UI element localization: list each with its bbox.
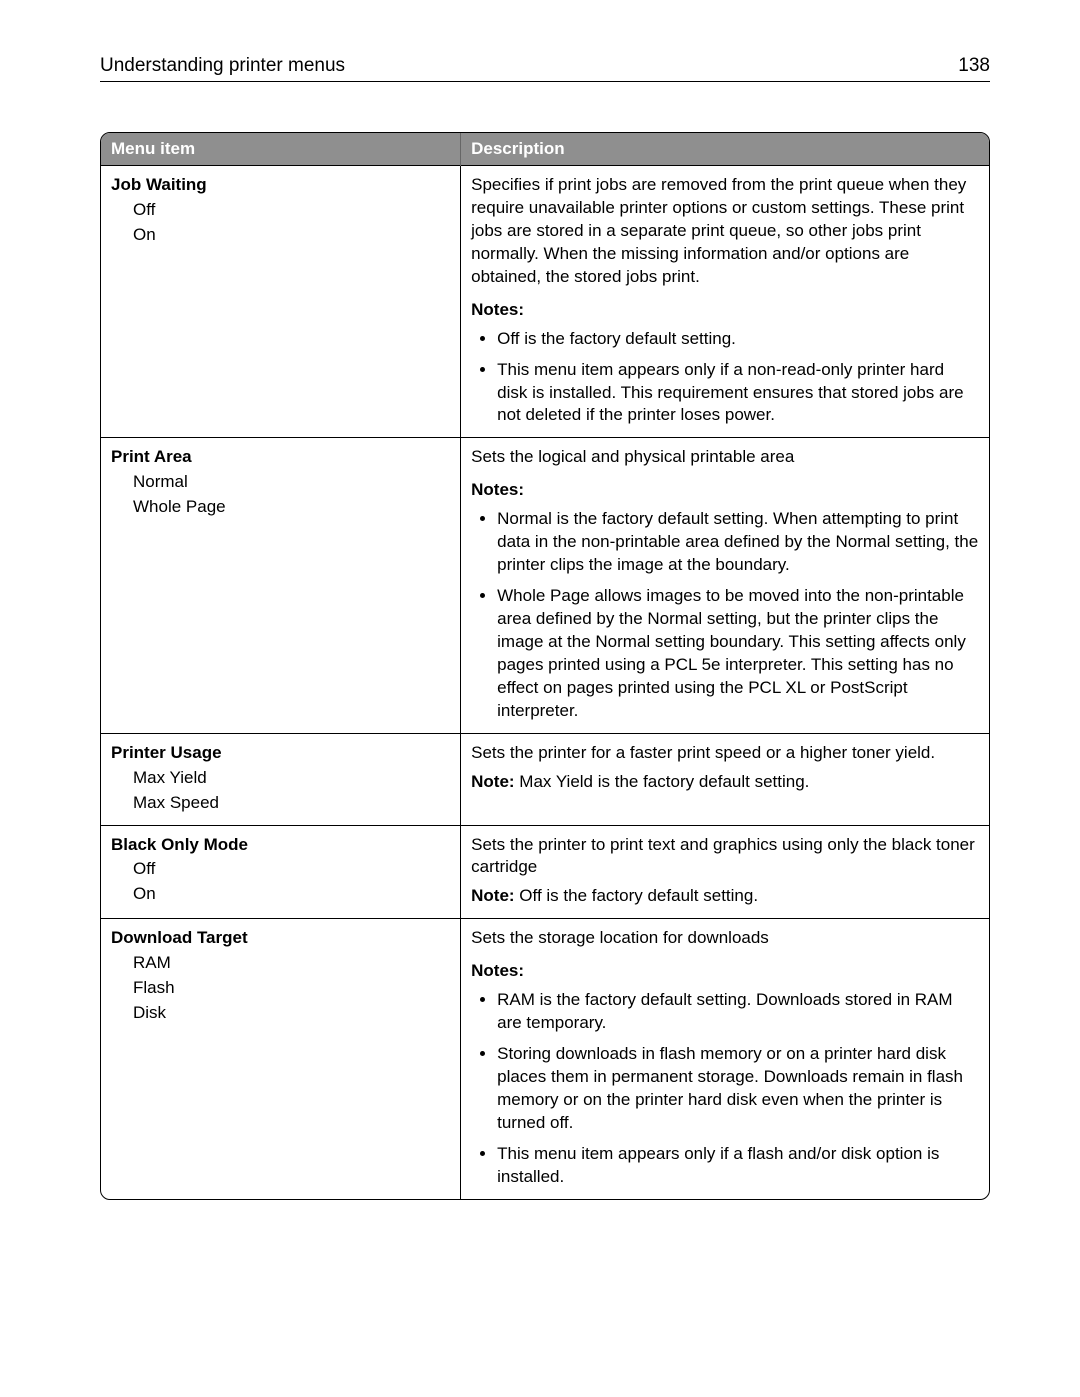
notes-list: Normal is the factory default setting. W… — [471, 508, 979, 722]
menu-title: Job Waiting — [111, 174, 450, 197]
menu-option: Off — [133, 199, 450, 222]
note-item: Off is the factory default setting. — [497, 328, 979, 351]
notes-label: Notes: — [471, 479, 979, 502]
menu-title: Print Area — [111, 446, 450, 469]
menu-options: Off On — [133, 858, 450, 906]
menu-table: Menu item Description Job Waiting Off On… — [101, 133, 989, 1199]
note-item: RAM is the factory default setting. Down… — [497, 989, 979, 1035]
col-header-description: Description — [461, 133, 989, 166]
menu-option: Max Speed — [133, 792, 450, 815]
note-text: Max Yield is the factory default setting… — [515, 772, 810, 791]
table-header-row: Menu item Description — [101, 133, 989, 166]
menu-options: Normal Whole Page — [133, 471, 450, 519]
menu-option: Normal — [133, 471, 450, 494]
notes-list: RAM is the factory default setting. Down… — [471, 989, 979, 1189]
menu-option: Whole Page — [133, 496, 450, 519]
table-row: Printer Usage Max Yield Max Speed Sets t… — [101, 733, 989, 825]
menu-title: Black Only Mode — [111, 834, 450, 857]
menu-title: Printer Usage — [111, 742, 450, 765]
menu-table-wrap: Menu item Description Job Waiting Off On… — [100, 132, 990, 1200]
description-cell: Specifies if print jobs are removed from… — [461, 166, 989, 438]
header-title: Understanding printer menus — [100, 55, 345, 77]
page: Understanding printer menus 138 Menu ite… — [0, 0, 1080, 1200]
description-text: Specifies if print jobs are removed from… — [471, 174, 979, 289]
description-text: Sets the logical and physical printable … — [471, 446, 979, 469]
notes-label: Notes: — [471, 299, 979, 322]
menu-cell: Print Area Normal Whole Page — [101, 438, 461, 733]
menu-option: On — [133, 224, 450, 247]
notes-label: Notes: — [471, 960, 979, 983]
note-item: This menu item appears only if a non-rea… — [497, 359, 979, 428]
note-item: This menu item appears only if a flash a… — [497, 1143, 979, 1189]
note-item: Storing downloads in flash memory or on … — [497, 1043, 979, 1135]
menu-option: Max Yield — [133, 767, 450, 790]
note-item: Whole Page allows images to be moved int… — [497, 585, 979, 723]
menu-option: On — [133, 883, 450, 906]
col-header-menu-item: Menu item — [101, 133, 461, 166]
menu-option: Flash — [133, 977, 450, 1000]
menu-cell: Printer Usage Max Yield Max Speed — [101, 733, 461, 825]
description-cell: Sets the logical and physical printable … — [461, 438, 989, 733]
menu-option: RAM — [133, 952, 450, 975]
table-row: Job Waiting Off On Specifies if print jo… — [101, 166, 989, 438]
description-cell: Sets the printer for a faster print spee… — [461, 733, 989, 825]
description-text: Sets the printer for a faster print spee… — [471, 742, 979, 765]
page-header: Understanding printer menus 138 — [100, 55, 990, 82]
menu-options: Max Yield Max Speed — [133, 767, 450, 815]
menu-title: Download Target — [111, 927, 450, 950]
menu-options: RAM Flash Disk — [133, 952, 450, 1025]
note-label: Note: — [471, 772, 514, 791]
menu-option: Disk — [133, 1002, 450, 1025]
table-row: Print Area Normal Whole Page Sets the lo… — [101, 438, 989, 733]
menu-cell: Job Waiting Off On — [101, 166, 461, 438]
note-text: Off is the factory default setting. — [515, 886, 758, 905]
table-row: Black Only Mode Off On Sets the printer … — [101, 825, 989, 919]
note-inline: Note: Max Yield is the factory default s… — [471, 771, 979, 794]
description-text: Sets the storage location for downloads — [471, 927, 979, 950]
note-item: Normal is the factory default setting. W… — [497, 508, 979, 577]
note-label: Note: — [471, 886, 514, 905]
notes-list: Off is the factory default setting. This… — [471, 328, 979, 428]
description-cell: Sets the storage location for downloads … — [461, 919, 989, 1199]
description-text: Sets the printer to print text and graph… — [471, 834, 979, 880]
page-number: 138 — [958, 55, 990, 77]
menu-options: Off On — [133, 199, 450, 247]
menu-cell: Black Only Mode Off On — [101, 825, 461, 919]
menu-option: Off — [133, 858, 450, 881]
menu-cell: Download Target RAM Flash Disk — [101, 919, 461, 1199]
table-row: Download Target RAM Flash Disk Sets the … — [101, 919, 989, 1199]
note-inline: Note: Off is the factory default setting… — [471, 885, 979, 908]
description-cell: Sets the printer to print text and graph… — [461, 825, 989, 919]
